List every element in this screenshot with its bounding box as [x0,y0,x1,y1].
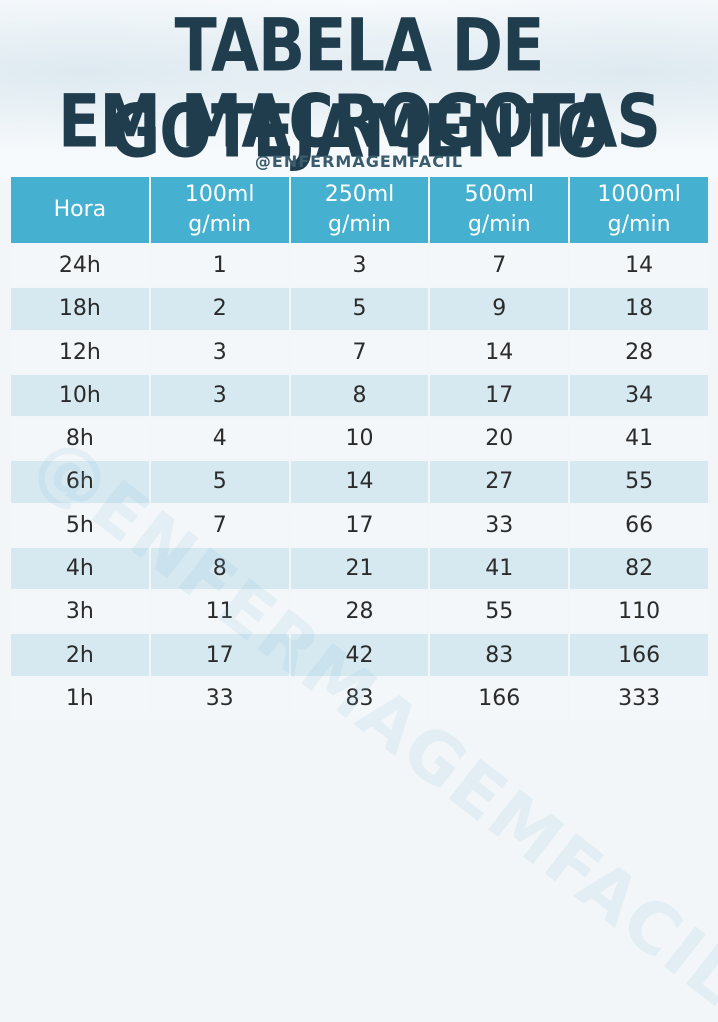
cell-1000ml: 34 [570,374,708,417]
cell-hora: 10h [11,374,149,417]
cell-250ml: 7 [290,331,429,373]
table-row: 10h 3 8 17 34 [11,374,708,417]
table-row: 5h 7 17 33 66 [11,504,708,546]
header-label: 100ml [184,182,255,207]
drip-rate-table: Hora 100ml g/min 250ml g/min 500ml g/min… [9,175,710,721]
cell-100ml: 3 [150,374,289,417]
cell-500ml: 55 [430,591,569,633]
header-hora: Hora [11,177,149,243]
cell-500ml: 20 [430,418,569,460]
header-label: 250ml [324,182,395,207]
cell-hora: 1h [11,677,149,719]
cell-100ml: 8 [150,547,289,590]
cell-250ml: 83 [290,677,429,719]
cell-250ml: 17 [290,504,429,546]
header-250ml: 250ml g/min [290,177,429,243]
cell-100ml: 1 [150,245,289,287]
cell-hora: 24h [11,245,149,287]
cell-250ml: 10 [290,418,429,460]
page-title-line2: EM MACROGOTAS [58,78,661,165]
table-row: 4h 8 21 41 82 [11,547,708,590]
cell-1000ml: 110 [570,591,708,633]
header-unit: g/min [467,212,531,237]
cell-hora: 2h [11,634,149,676]
header-label: Hora [53,197,107,222]
cell-250ml: 8 [290,374,429,417]
cell-250ml: 42 [290,634,429,676]
cell-250ml: 5 [290,288,429,330]
header-label: 1000ml [597,182,681,207]
table-row: 24h 1 3 7 14 [11,245,708,287]
table-row: 3h 11 28 55 110 [11,591,708,633]
cell-1000ml: 82 [570,547,708,590]
table-row: 8h 4 10 20 41 [11,418,708,460]
cell-100ml: 11 [150,591,289,633]
cell-hora: 18h [11,288,149,330]
cell-100ml: 7 [150,504,289,546]
cell-hora: 8h [11,418,149,460]
cell-1000ml: 55 [570,461,708,503]
header-100ml: 100ml g/min [150,177,289,243]
table-row: 6h 5 14 27 55 [11,461,708,503]
cell-250ml: 3 [290,245,429,287]
table-row: 2h 17 42 83 166 [11,634,708,676]
cell-1000ml: 66 [570,504,708,546]
cell-1000ml: 166 [570,634,708,676]
table-row: 1h 33 83 166 333 [11,677,708,719]
cell-500ml: 166 [430,677,569,719]
cell-hora: 3h [11,591,149,633]
cell-1000ml: 14 [570,245,708,287]
cell-500ml: 9 [430,288,569,330]
cell-hora: 5h [11,504,149,546]
header-1000ml: 1000ml g/min [570,177,708,243]
cell-500ml: 7 [430,245,569,287]
cell-100ml: 3 [150,331,289,373]
cell-hora: 4h [11,547,149,590]
cell-500ml: 83 [430,634,569,676]
header-label: 500ml [464,182,535,207]
table-row: 12h 3 7 14 28 [11,331,708,373]
header-500ml: 500ml g/min [430,177,569,243]
background-ornament [0,0,718,180]
cell-100ml: 2 [150,288,289,330]
cell-100ml: 5 [150,461,289,503]
table-row: 18h 2 5 9 18 [11,288,708,330]
cell-hora: 12h [11,331,149,373]
cell-1000ml: 41 [570,418,708,460]
cell-250ml: 21 [290,547,429,590]
cell-250ml: 14 [290,461,429,503]
cell-500ml: 27 [430,461,569,503]
cell-500ml: 41 [430,547,569,590]
header-unit: g/min [328,212,391,237]
header-unit: g/min [607,212,671,237]
cell-1000ml: 333 [570,677,708,719]
cell-1000ml: 18 [570,288,708,330]
cell-250ml: 28 [290,591,429,633]
cell-100ml: 4 [150,418,289,460]
cell-hora: 6h [11,461,149,503]
cell-500ml: 14 [430,331,569,373]
cell-500ml: 17 [430,374,569,417]
page-title-line1: TABELA DE GOTEJAMENTO [109,2,609,175]
cell-1000ml: 28 [570,331,708,373]
author-handle: @ENFERMAGEMFACIL [254,152,464,171]
cell-100ml: 33 [150,677,289,719]
table-header-row: Hora 100ml g/min 250ml g/min 500ml g/min… [11,177,708,243]
cell-100ml: 17 [150,634,289,676]
header-unit: g/min [188,212,252,237]
cell-500ml: 33 [430,504,569,546]
